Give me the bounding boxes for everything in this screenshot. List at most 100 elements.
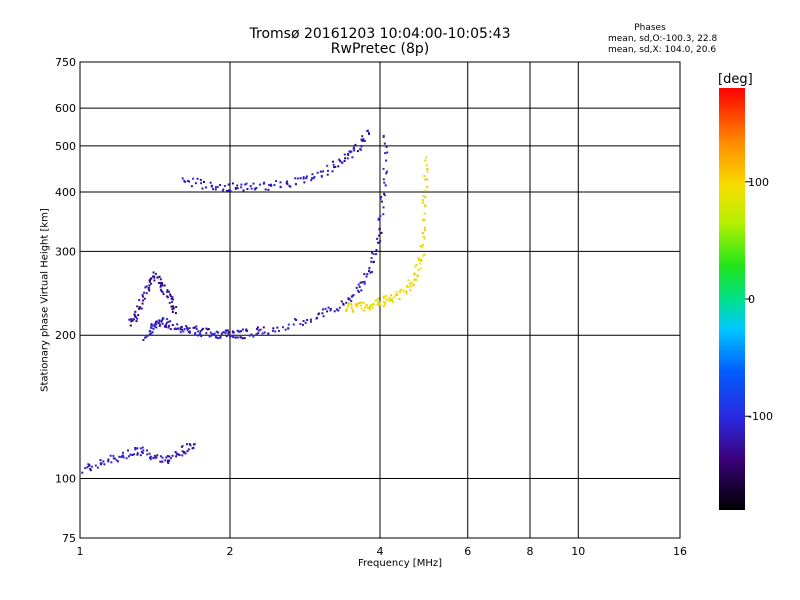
echo-point [181, 454, 184, 457]
echo-point [350, 295, 353, 298]
echo-point [122, 456, 125, 459]
echo-point [156, 276, 159, 279]
echo-point [227, 332, 230, 335]
echo-point [345, 309, 348, 312]
echo-point [153, 275, 155, 278]
colorbar-ticks: 100 0 -100 [745, 176, 773, 423]
echo-point [199, 333, 202, 336]
echo-point [100, 462, 103, 465]
echo-point [410, 285, 413, 288]
echo-point [419, 245, 422, 248]
echo-point [302, 320, 305, 322]
echo-point [208, 335, 211, 338]
y-tick-label: 75 [62, 532, 76, 545]
y-tick-label: 400 [55, 186, 76, 199]
echo-point [150, 323, 153, 326]
x-tick-label: 1 [77, 545, 84, 558]
echo-point [329, 309, 332, 312]
echo-point [424, 196, 427, 199]
echo-point [356, 302, 359, 305]
echo-point [186, 443, 188, 446]
echo-point [259, 183, 261, 186]
echo-point [189, 444, 192, 447]
echo-point [369, 304, 372, 307]
echo-point [286, 180, 288, 183]
echo-point [169, 457, 172, 460]
echo-point [347, 298, 350, 301]
echo-point [405, 292, 408, 295]
echo-point [120, 456, 123, 458]
echo-point [296, 177, 299, 180]
echo-point [212, 188, 215, 191]
echo-point [128, 455, 130, 458]
echo-point [112, 454, 115, 457]
echo-point [417, 268, 420, 271]
echo-point [365, 304, 368, 306]
echo-point [289, 185, 292, 188]
echo-point [279, 185, 282, 188]
x-tick-label: 6 [464, 545, 471, 558]
echo-point [156, 454, 159, 457]
echo-point [162, 317, 165, 320]
echo-point [88, 463, 91, 466]
echo-point [264, 188, 267, 191]
echo-point [424, 178, 427, 181]
echo-point [407, 285, 410, 288]
echo-point [302, 177, 305, 180]
echo-point [353, 149, 356, 152]
echo-point [153, 324, 156, 327]
echo-point [205, 327, 208, 330]
echo-point [360, 138, 363, 141]
echo-point [167, 290, 170, 293]
echo-point [141, 293, 144, 296]
echo-point [148, 280, 151, 283]
echo-point [252, 182, 255, 185]
echo-point [113, 457, 116, 460]
echo-point [389, 299, 392, 301]
echo-point [158, 319, 161, 322]
echo-point [321, 308, 324, 311]
echo-point [339, 159, 342, 162]
echo-point [214, 336, 217, 339]
echo-point [382, 213, 385, 216]
echo-point [192, 446, 195, 449]
echo-point [186, 450, 189, 453]
echo-point [358, 290, 360, 293]
echo-point [161, 319, 164, 322]
echo-point [209, 331, 212, 334]
echo-point [94, 464, 97, 467]
echo-point [362, 301, 365, 304]
echo-point [165, 325, 167, 328]
echo-point [406, 285, 409, 287]
echo-point [370, 260, 373, 263]
echo-point [196, 177, 199, 180]
echo-point [423, 219, 426, 222]
echo-point [382, 178, 385, 181]
echo-point [274, 330, 277, 333]
echo-point [141, 446, 144, 449]
echo-point [240, 183, 243, 186]
echo-point [385, 298, 388, 301]
echo-point [362, 138, 365, 141]
echo-point [201, 187, 204, 190]
echo-point [363, 282, 366, 285]
echo-point [174, 451, 177, 454]
echo-point [200, 335, 203, 338]
echo-point [190, 185, 193, 188]
echo-point [319, 170, 322, 173]
echo-point [148, 452, 151, 455]
echo-point [424, 189, 427, 192]
echo-point [136, 305, 139, 308]
grid-lines [80, 62, 680, 538]
echo-point [316, 316, 318, 319]
echo-point [423, 175, 426, 177]
echo-point [232, 334, 235, 337]
echo-point [241, 328, 244, 331]
echo-point [160, 284, 163, 287]
echo-point [302, 176, 305, 179]
echo-point [334, 166, 337, 168]
echo-point [407, 279, 410, 282]
echo-point [192, 177, 195, 180]
echo-point [213, 332, 216, 335]
echo-point [351, 309, 354, 312]
